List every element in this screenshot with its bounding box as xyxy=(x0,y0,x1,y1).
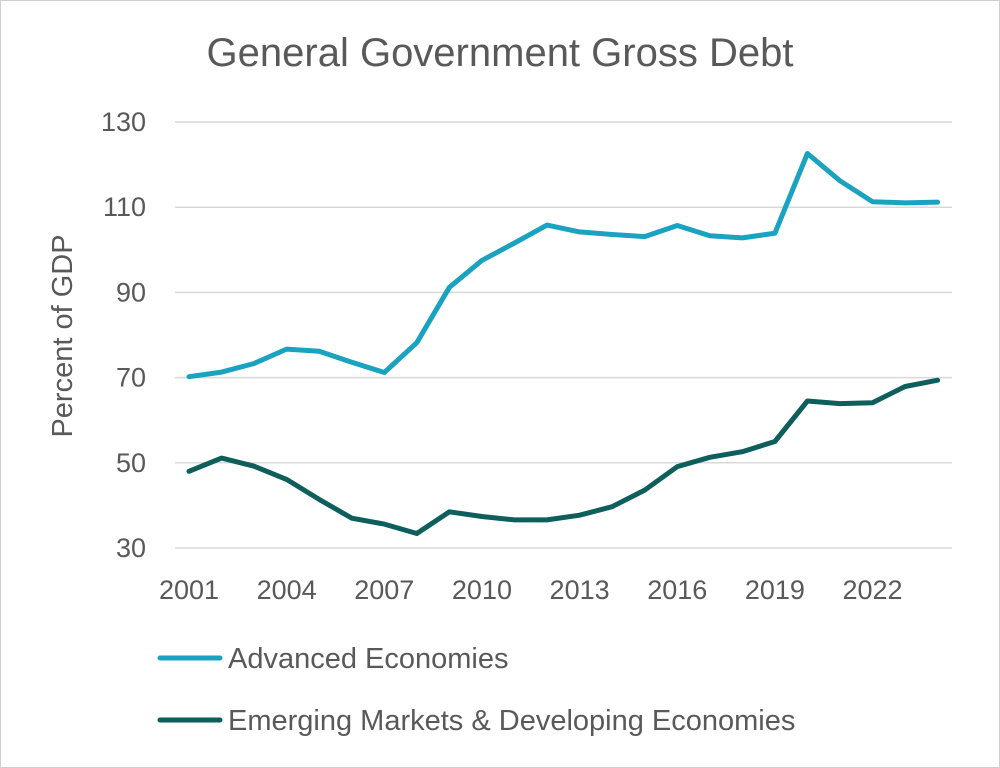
y-tick-label: 70 xyxy=(116,363,146,393)
y-axis-label: Percent of GDP xyxy=(47,234,79,437)
y-tick-label: 130 xyxy=(101,107,146,137)
y-tick-label: 90 xyxy=(116,277,146,307)
legend: Advanced Economies Emerging Markets & De… xyxy=(157,643,795,737)
x-tick-label: 2010 xyxy=(452,575,512,605)
x-tick-label: 2019 xyxy=(745,575,805,605)
series-line-emerging-markets xyxy=(186,377,941,536)
y-axis-ticks: 30 50 70 90 110 130 xyxy=(101,107,146,563)
x-tick-label: 2001 xyxy=(159,575,219,605)
x-tick-label: 2016 xyxy=(647,575,707,605)
x-tick-label: 2007 xyxy=(354,575,414,605)
x-axis-ticks: 2001 2004 2007 2010 2013 2016 2019 2022 xyxy=(159,575,903,605)
x-tick-label: 2004 xyxy=(257,575,317,605)
legend-label-advanced-economies: Advanced Economies xyxy=(228,643,509,675)
chart-title: General Government Gross Debt xyxy=(207,31,794,75)
y-tick-label: 30 xyxy=(116,533,146,563)
y-tick-label: 50 xyxy=(116,448,146,478)
series-lines xyxy=(186,151,941,536)
y-tick-label: 110 xyxy=(103,192,146,222)
x-tick-label: 2013 xyxy=(550,575,610,605)
series-line-advanced-economies xyxy=(186,151,941,380)
legend-label-emerging-markets: Emerging Markets & Developing Economies xyxy=(228,705,795,737)
gridlines xyxy=(175,121,952,549)
x-tick-label: 2022 xyxy=(843,575,903,605)
